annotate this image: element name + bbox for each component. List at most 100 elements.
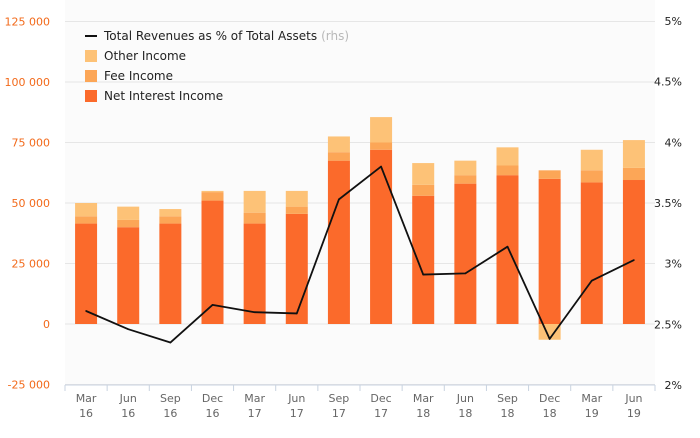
x-tick-label-month: Mar [413, 392, 434, 405]
bar-fee-income [243, 212, 266, 224]
line-point [380, 165, 382, 168]
y-left-tick-label: 0 [43, 318, 50, 331]
x-tick-label-year: 16 [163, 407, 177, 420]
bar-net-interest-income [159, 223, 182, 324]
bar-fee-income [117, 219, 140, 228]
bar-other-income [159, 209, 182, 217]
bar-net-interest-income [285, 213, 308, 324]
x-tick-label-month: Sep [497, 392, 518, 405]
legend-swatch [85, 50, 97, 62]
bar-net-interest-income [580, 182, 603, 324]
bar-other-income [285, 190, 308, 207]
x-tick-label-year: 16 [206, 407, 220, 420]
bar-fee-income [285, 206, 308, 214]
y-left-tick-label: 50 000 [12, 197, 51, 210]
bar-other-income [243, 190, 266, 213]
y-left-tick-label: 100 000 [5, 76, 51, 89]
y-right-tick-label: 3.5% [654, 197, 682, 210]
line-point [127, 328, 130, 330]
x-tick-label-year: 18 [501, 407, 515, 420]
line-point [548, 338, 551, 340]
line-point [422, 273, 425, 276]
x-tick-label-year: 17 [374, 407, 388, 420]
x-tick-label-month: Dec [370, 392, 391, 405]
y-right-tick-label: 2.5% [654, 318, 682, 331]
y-right-tick-label: 2% [665, 379, 682, 392]
bar-fee-income [538, 170, 561, 179]
line-revenue-to-assets [85, 165, 635, 344]
x-tick-label-year: 17 [248, 407, 262, 420]
x-tick-label-month: Sep [329, 392, 350, 405]
x-tick-label-month: Mar [76, 392, 97, 405]
legend-label-ratio: Total Revenues as % of Total Assets (rhs) [103, 29, 349, 43]
bar-net-interest-income [117, 227, 140, 324]
x-tick-label-year: 18 [543, 407, 557, 420]
y-left-tick-label: 25 000 [12, 258, 51, 271]
bar-fee-income [201, 192, 224, 201]
bar-other-income [75, 203, 98, 217]
bar-other-income [496, 147, 519, 166]
bar-fee-income [412, 184, 435, 196]
bar-fee-income [159, 216, 182, 224]
x-tick-label-month: Jun [456, 392, 474, 405]
bar-other-income [327, 136, 350, 153]
bar-net-interest-income [370, 149, 393, 324]
bar-fee-income [454, 175, 477, 184]
bar-other-income [454, 160, 477, 176]
legend-label: Net Interest Income [104, 89, 223, 103]
x-tick-label-month: Sep [160, 392, 181, 405]
legend-swatch [85, 70, 97, 82]
x-tick-label-year: 16 [121, 407, 135, 420]
bar-net-interest-income [538, 178, 561, 324]
x-tick-label-month: Dec [539, 392, 560, 405]
bar-net-interest-income [622, 180, 645, 324]
line-point [464, 272, 467, 275]
bar-other-income [622, 140, 645, 168]
bar-other-income [201, 190, 224, 193]
bar-other-income [117, 206, 140, 220]
line-point [253, 311, 256, 314]
bar-fee-income [496, 165, 519, 176]
x-tick-label-month: Jun [624, 392, 642, 405]
line-point [338, 198, 340, 201]
x-tick-label-year: 19 [627, 407, 641, 420]
x-tick-label-year: 18 [416, 407, 430, 420]
bar-net-interest-income [201, 200, 224, 324]
line-point [506, 245, 509, 248]
x-tick-label-year: 18 [458, 407, 472, 420]
y-left-tick-label: 75 000 [12, 137, 51, 150]
bar-net-interest-income [454, 183, 477, 324]
bar-other-income [412, 163, 435, 185]
bar-net-interest-income [327, 160, 350, 324]
bar-net-interest-income [243, 223, 266, 324]
y-left-tick-label: -25 000 [8, 379, 50, 392]
x-tick-label-year: 19 [585, 407, 599, 420]
bar-other-income [580, 149, 603, 171]
x-tick-label-year: 17 [332, 407, 346, 420]
bar-net-interest-income [75, 223, 98, 324]
bar-net-interest-income [412, 195, 435, 324]
legend-swatch [85, 90, 97, 102]
line-point [295, 312, 298, 315]
y-right-tick-label: 4% [665, 136, 682, 149]
y-right-tick-label: 5% [665, 15, 682, 28]
line-point [169, 341, 172, 344]
x-tick-label-month: Jun [287, 392, 305, 405]
x-tick-label-year: 17 [290, 407, 304, 420]
line-point [211, 304, 214, 306]
line-point [85, 310, 87, 312]
bar-fee-income [370, 142, 393, 150]
bar-other-income [370, 117, 393, 143]
y-left-tick-label: 125 000 [5, 16, 51, 29]
bar-fee-income [622, 167, 645, 181]
legend-label: Fee Income [104, 69, 173, 83]
x-tick-label-month: Jun [119, 392, 137, 405]
y-right-tick-label: 4.5% [654, 76, 682, 89]
bar-fee-income [580, 170, 603, 183]
line-point [590, 279, 593, 282]
bar-net-interest-income [496, 175, 519, 324]
y-right-tick-label: 3% [665, 258, 682, 271]
x-tick-label-month: Mar [581, 392, 602, 405]
